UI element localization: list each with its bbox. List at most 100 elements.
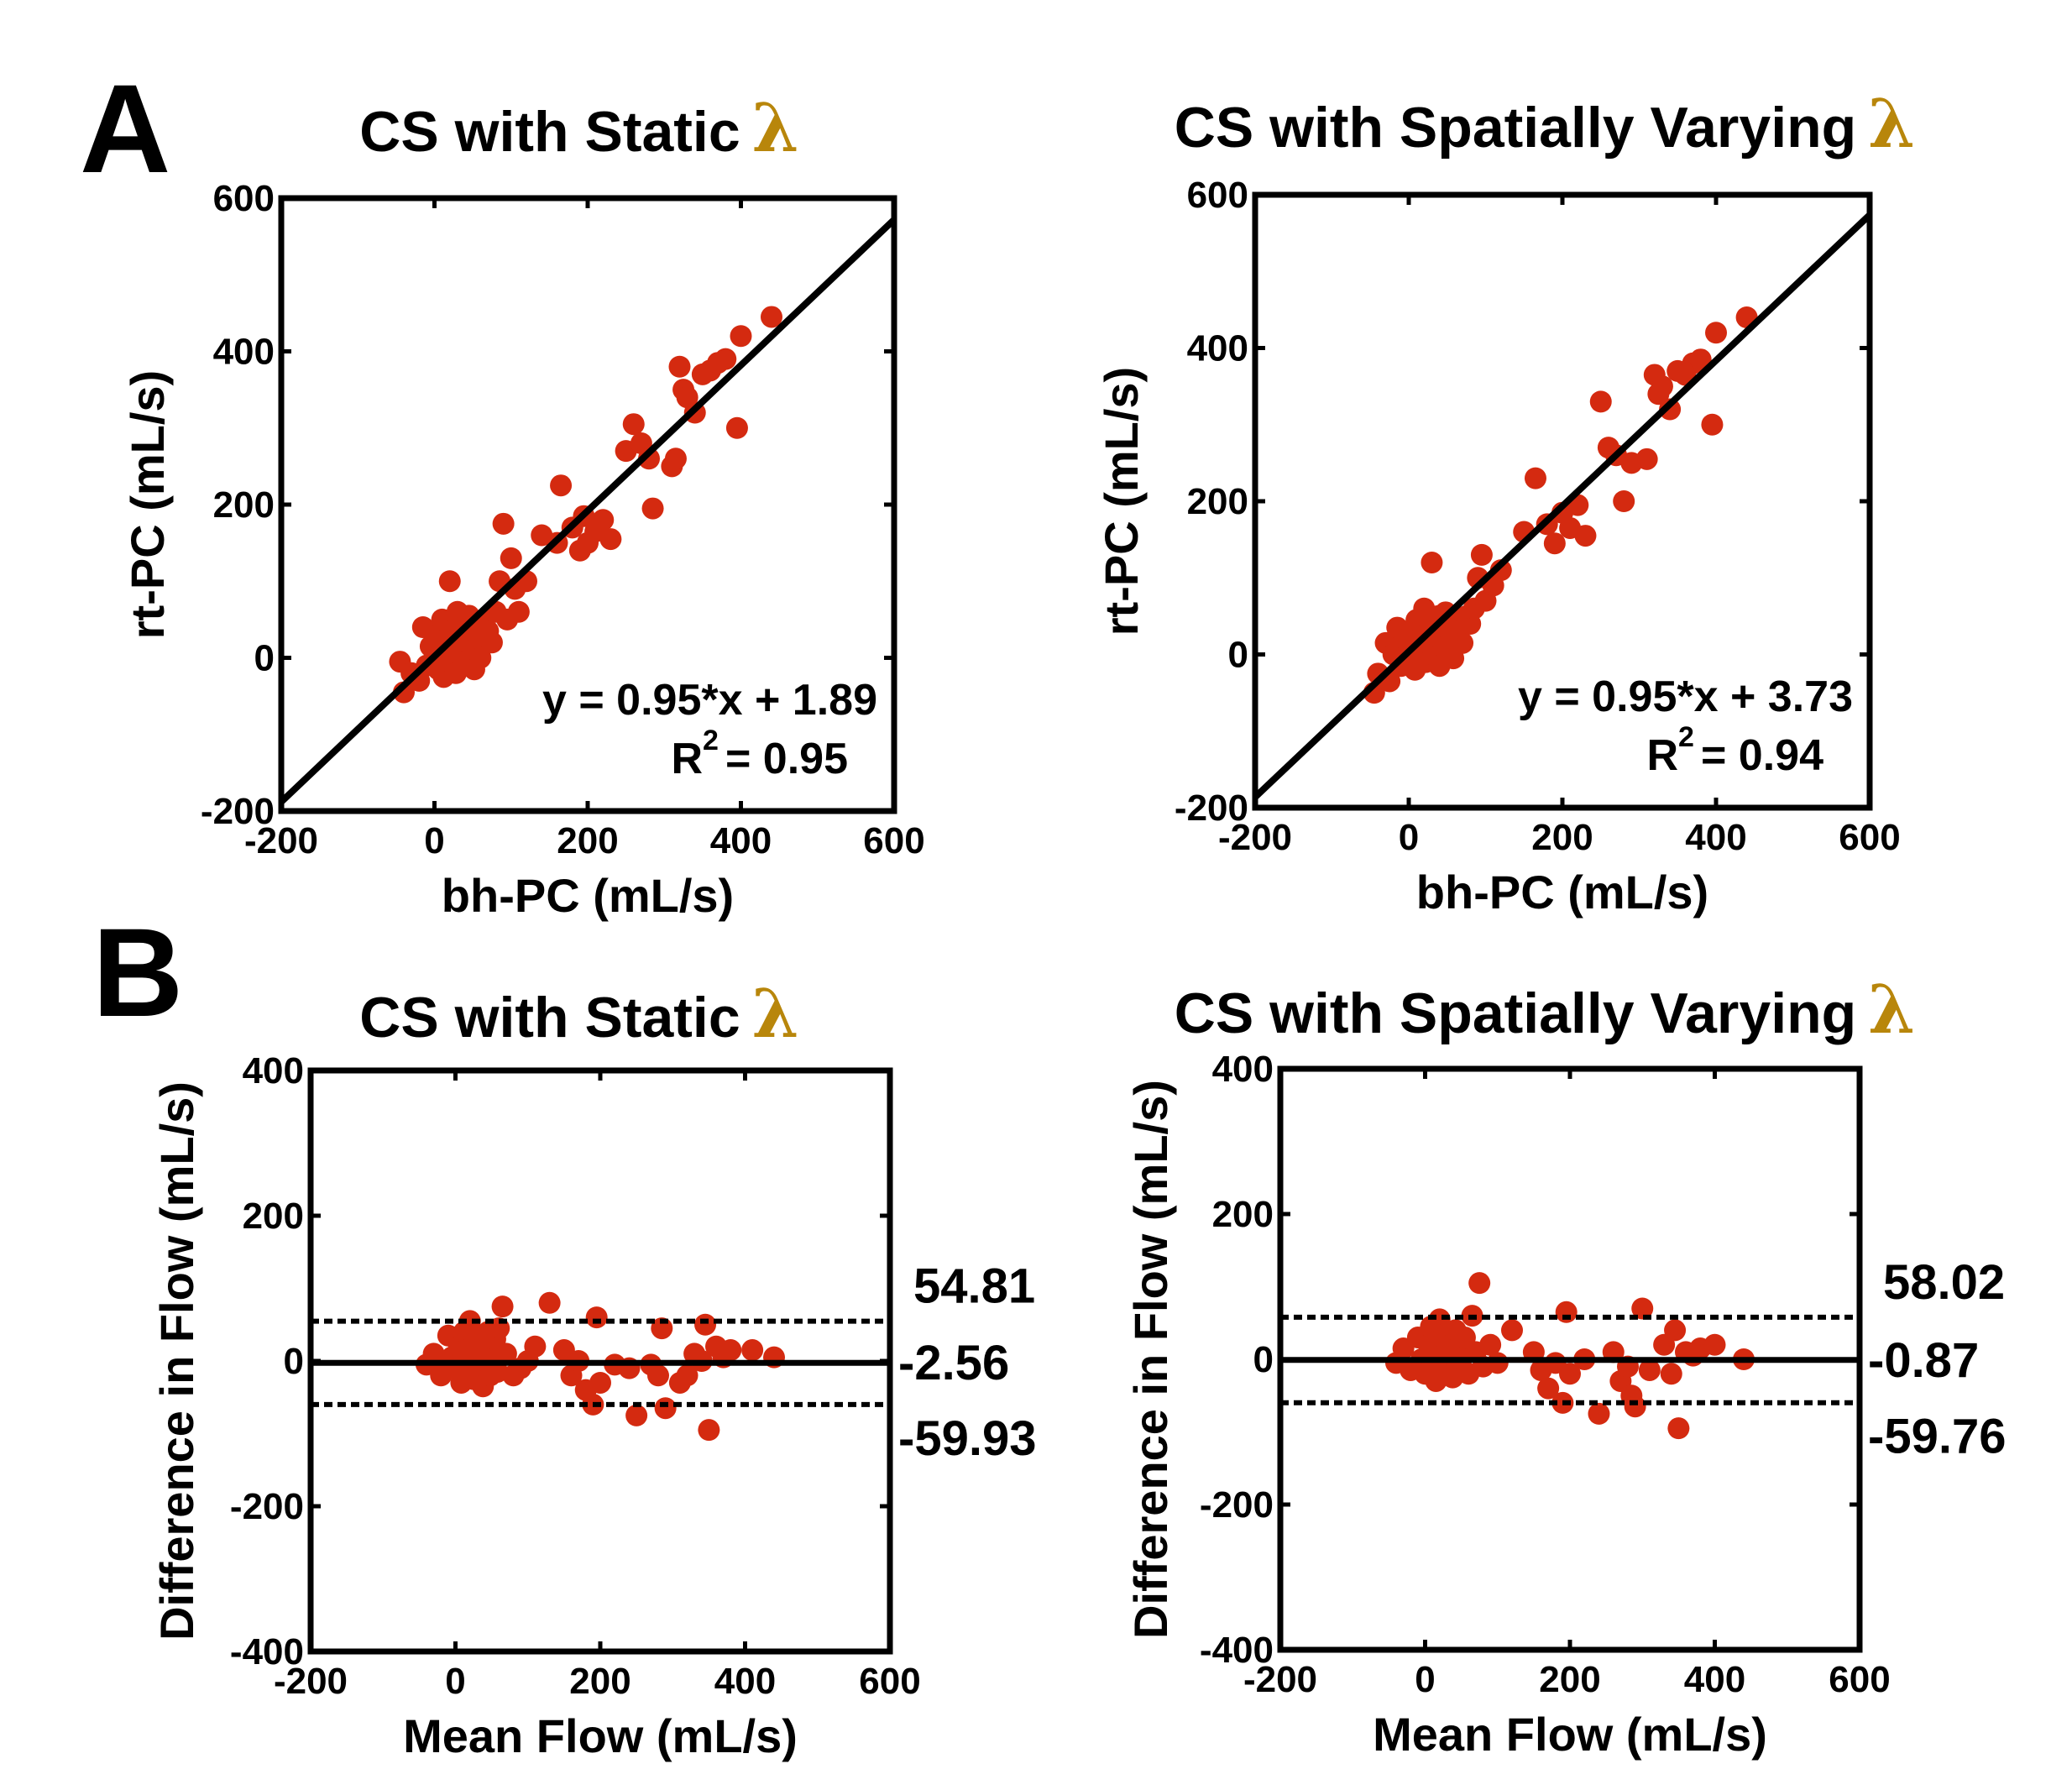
lambda-symbol: λ	[1868, 84, 1915, 163]
data-point	[714, 348, 737, 370]
data-point	[668, 355, 691, 378]
regression-equation: y = 0.95*x + 3.73	[1518, 673, 1853, 721]
y-tick-label: 0	[1253, 1339, 1274, 1380]
data-point	[1470, 543, 1493, 566]
y-tick-label: 200	[1187, 481, 1248, 522]
chart-title-text: CS with Static	[359, 986, 740, 1049]
data-point	[589, 1371, 611, 1394]
y-tick-label: 0	[1228, 635, 1248, 676]
x-tick-label: 200	[569, 1661, 630, 1702]
chart-b_varying: CS with Spatially Varying λ 58.02 -0.87 -59.…	[1124, 970, 2006, 1761]
data-point	[1479, 1333, 1502, 1356]
data-point	[1689, 348, 1712, 371]
data-point	[599, 528, 622, 551]
x-tick-label: -200	[1243, 1659, 1317, 1700]
data-point	[641, 497, 664, 520]
y-tick-label: -200	[201, 791, 275, 832]
data-point	[492, 512, 515, 535]
plot-area	[311, 1291, 890, 1442]
panel-label-b: B	[92, 902, 183, 1043]
x-tick-label: 400	[714, 1661, 776, 1702]
plot-area	[1255, 212, 1870, 800]
x-tick-label: 400	[710, 820, 772, 861]
x-tick-label: -200	[274, 1661, 348, 1702]
data-point	[622, 413, 645, 436]
y-tick-label: 200	[213, 484, 275, 526]
x-tick-label: 0	[424, 820, 444, 861]
data-point	[1613, 490, 1635, 512]
data-point	[592, 509, 615, 531]
r-squared-label: R	[1646, 731, 1678, 780]
data-point	[500, 547, 522, 569]
x-axis-label: bh-PC (mL/s)	[1416, 866, 1708, 919]
y-tick-label: 600	[1187, 175, 1248, 216]
regression-line	[281, 217, 894, 805]
data-point	[664, 448, 687, 470]
y-tick-label: -200	[1200, 1484, 1274, 1526]
data-point	[719, 1339, 742, 1362]
x-tick-label: 0	[1415, 1659, 1435, 1700]
x-tick-label: 200	[1531, 817, 1593, 858]
data-point	[1659, 398, 1682, 421]
y-tick-label: 200	[243, 1196, 304, 1237]
data-point	[741, 1339, 764, 1362]
data-point	[698, 1419, 720, 1442]
y-axis-label: Difference in Flow (mL/s)	[1124, 1080, 1177, 1639]
r-squared-superscript: 2	[1678, 721, 1694, 753]
x-tick-label: 0	[1399, 817, 1419, 858]
x-tick-label: 600	[863, 820, 924, 861]
data-point	[1555, 1301, 1578, 1323]
chart-b_static: CS with Static λ 54.81 -2.56 -59.93 -200 0 200 4…	[150, 974, 1036, 1762]
regression-equation: y = 0.95*x + 1.89	[542, 676, 877, 725]
y-axis-label: Difference in Flow (mL/s)	[150, 1081, 203, 1641]
lambda-symbol: λ	[752, 974, 799, 1053]
data-point	[1501, 1319, 1523, 1342]
data-point	[469, 646, 492, 669]
data-point	[1701, 413, 1724, 436]
data-point	[422, 1342, 445, 1365]
panel-label-a: A	[80, 58, 170, 199]
y-tick-label: 200	[1212, 1194, 1274, 1235]
data-point	[730, 325, 752, 348]
data-point	[1588, 1402, 1610, 1425]
r-squared-value: = 0.95	[725, 735, 848, 783]
y-tick-label: 0	[284, 1341, 304, 1382]
r-squared: R2 = 0.95	[671, 725, 848, 783]
data-point	[538, 1291, 561, 1314]
chart-title: CS with Spatially Varying λ	[1175, 970, 1916, 1049]
data-point	[1703, 1333, 1726, 1356]
data-point	[1638, 1358, 1661, 1381]
plot-area	[281, 217, 894, 805]
x-tick-label: 400	[1685, 817, 1746, 858]
x-tick-label: 600	[859, 1661, 920, 1702]
chart-title-text: CS with Static	[359, 100, 740, 164]
data-point	[1452, 631, 1474, 654]
y-axis-label: rt-PC (mL/s)	[1095, 367, 1148, 636]
data-point	[1486, 1352, 1509, 1374]
data-point	[1524, 467, 1546, 489]
y-tick-label: -400	[1200, 1630, 1274, 1671]
lower-limit-label: -59.76	[1868, 1410, 2006, 1464]
data-point	[694, 1313, 717, 1336]
data-point	[480, 631, 503, 654]
y-tick-label: 600	[213, 178, 275, 219]
data-point	[1574, 525, 1597, 547]
r-squared-label: R	[671, 735, 703, 783]
lambda-symbol: λ	[1868, 970, 1915, 1049]
data-point	[491, 1295, 514, 1318]
data-point	[1651, 375, 1673, 398]
data-point	[550, 474, 573, 497]
data-point	[1543, 532, 1566, 555]
data-point	[761, 306, 782, 328]
r-squared: R2 = 0.94	[1646, 721, 1823, 780]
data-point	[676, 1364, 699, 1387]
y-tick-label: 400	[1212, 1049, 1274, 1090]
y-tick-label: -200	[1175, 788, 1248, 829]
data-point	[654, 1397, 677, 1420]
data-point	[1705, 322, 1727, 344]
chart-title-text: CS with Spatially Varying	[1175, 96, 1856, 160]
data-point	[458, 1310, 481, 1332]
data-point	[1664, 1319, 1687, 1342]
chart-title-text: CS with Spatially Varying	[1175, 981, 1856, 1045]
